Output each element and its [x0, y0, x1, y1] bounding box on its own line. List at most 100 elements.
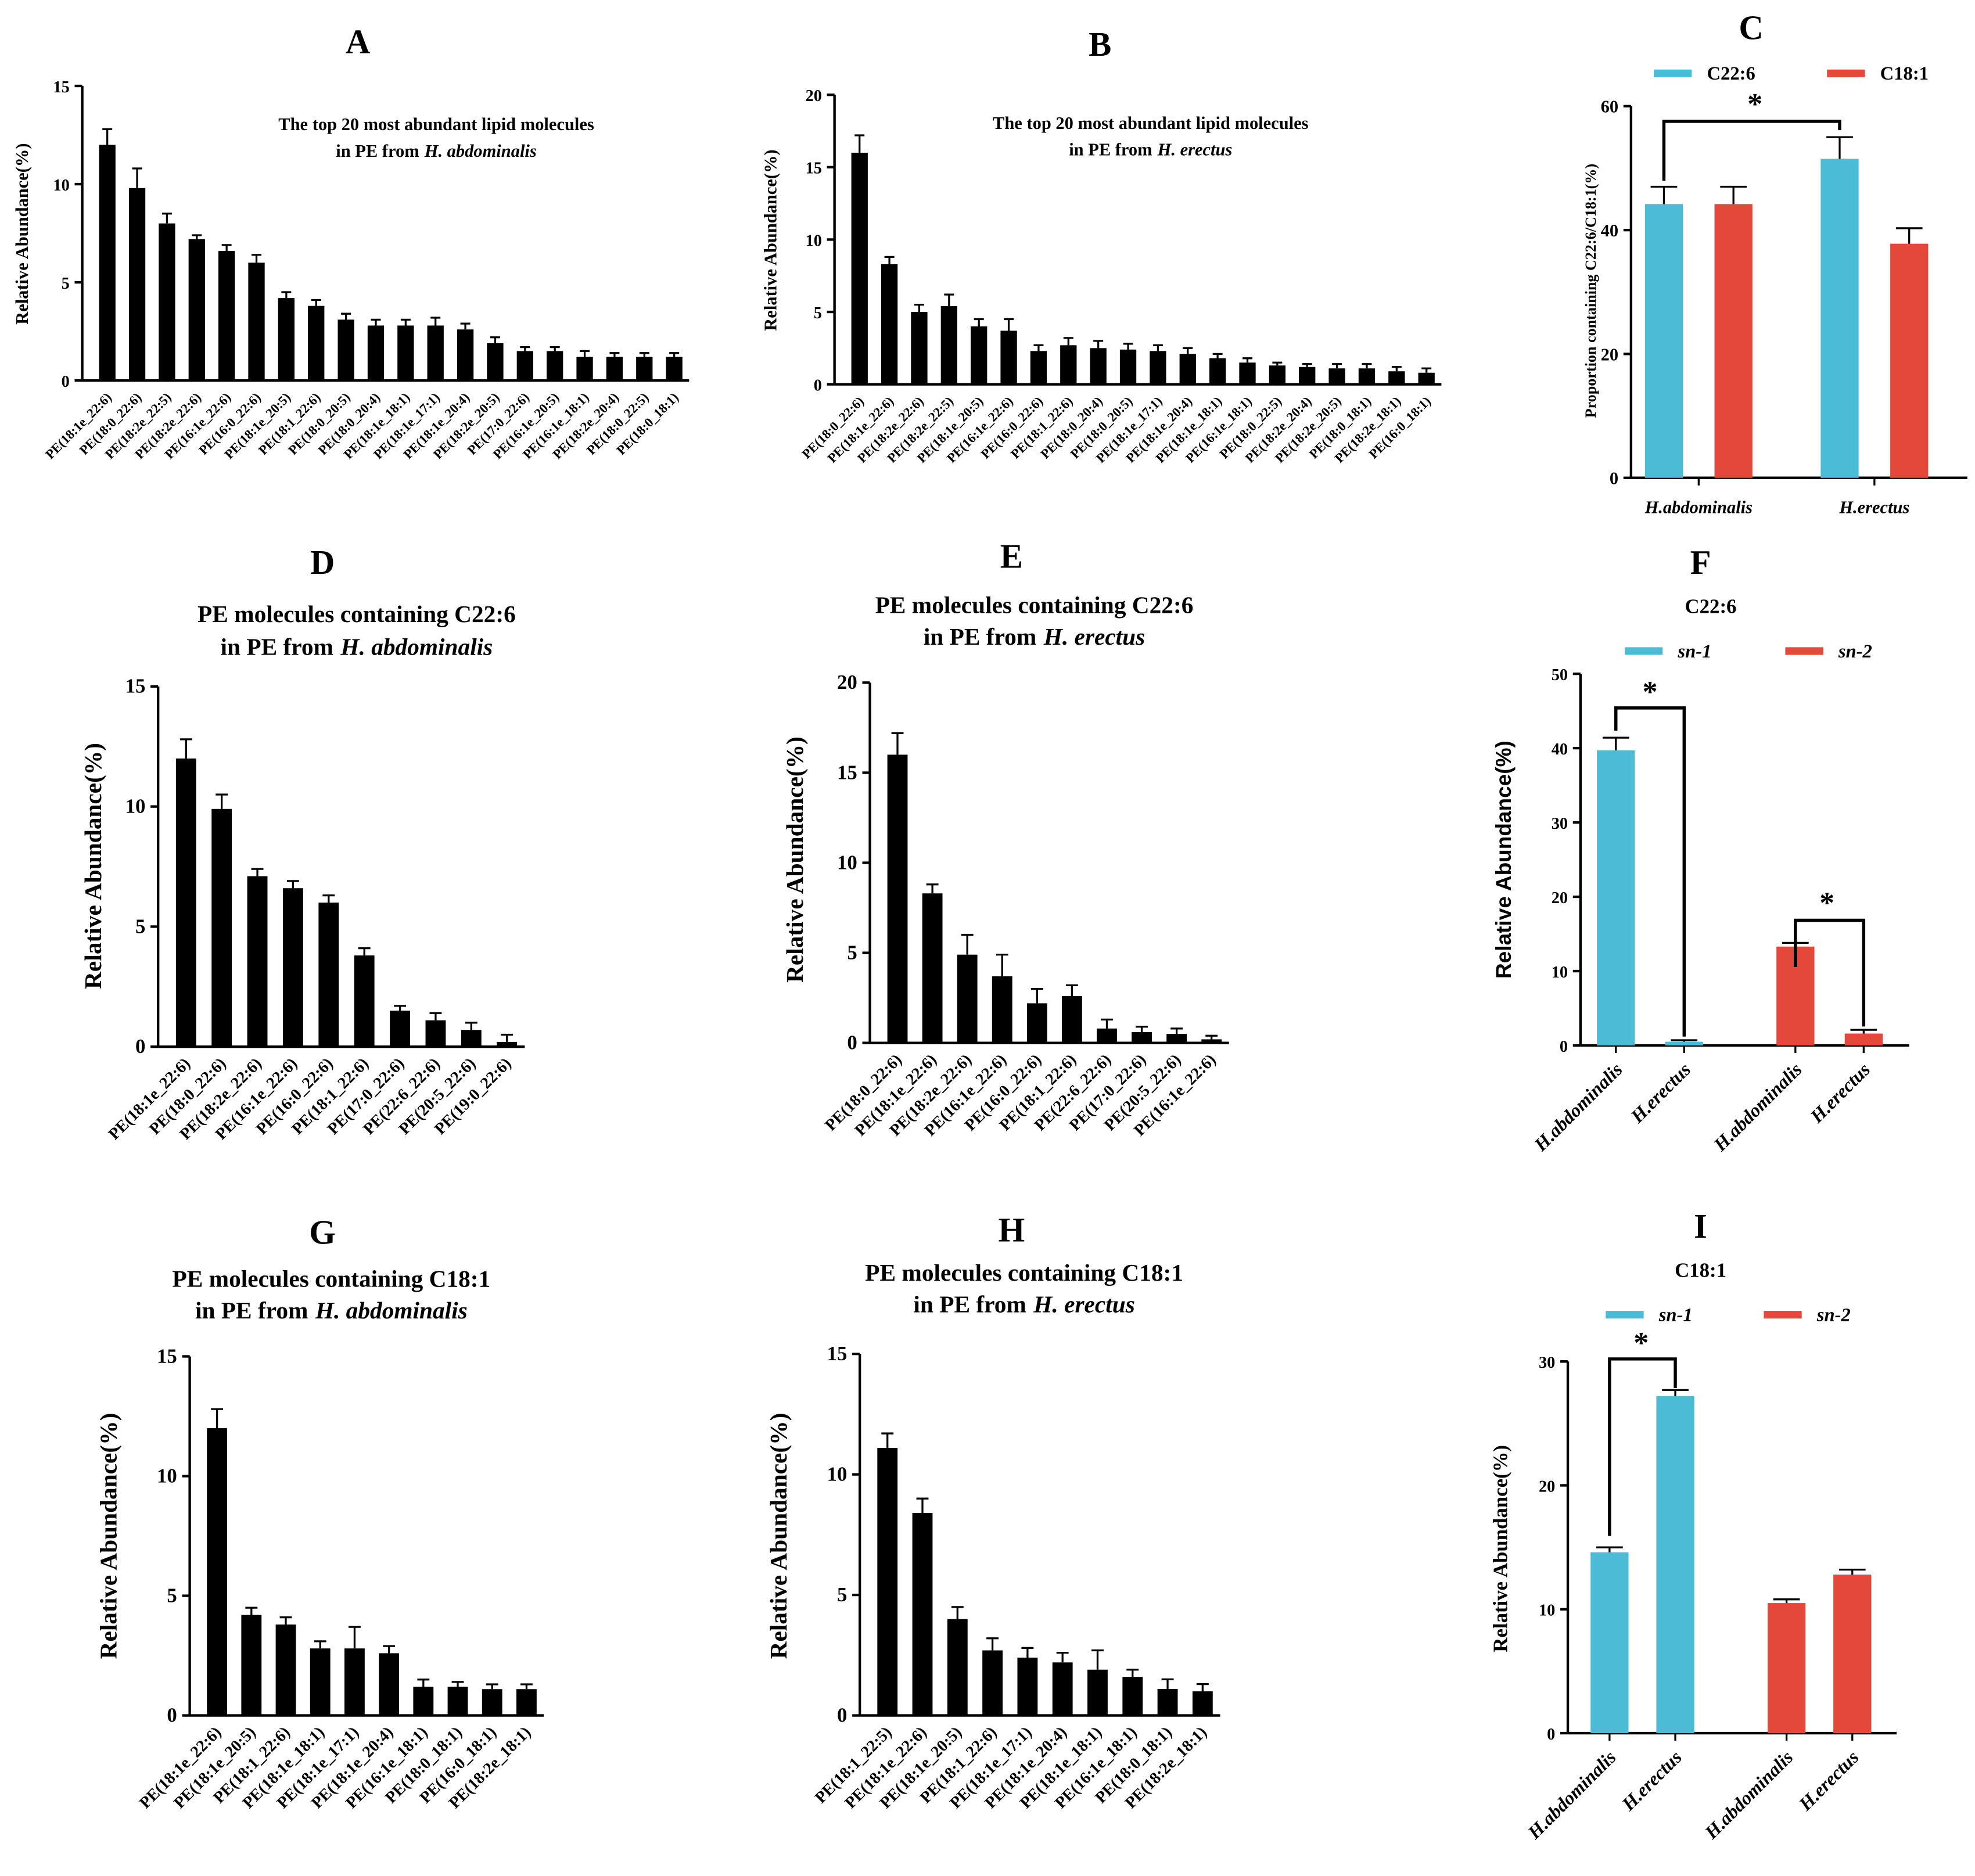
error-bar	[1161, 1678, 1174, 1689]
bar	[1714, 204, 1753, 478]
y-axis-label: Relative Abundance(%)	[765, 1413, 792, 1659]
bar	[957, 954, 978, 1043]
y-tick-label: 15	[806, 160, 822, 178]
bar	[211, 808, 232, 1047]
error-bar	[1004, 318, 1014, 331]
bar	[413, 1687, 434, 1716]
error-bar	[211, 1408, 224, 1429]
y-axis-label: Relative Abundance(%)	[781, 736, 809, 983]
y-tick-label: 50	[1552, 666, 1568, 684]
error-bar	[1212, 353, 1223, 358]
bar	[547, 351, 563, 381]
bar	[308, 306, 325, 381]
species-name: H. abdominalis	[424, 141, 537, 161]
y-tick-label: 60	[1601, 97, 1618, 117]
error-bar	[1421, 367, 1432, 373]
y-tick-label: 15	[837, 761, 857, 784]
error-bar	[451, 1681, 464, 1687]
error-bar	[132, 167, 142, 188]
y-tick-label: 30	[1539, 1354, 1555, 1372]
error-bar	[520, 1683, 533, 1690]
bar	[497, 1041, 518, 1047]
bar	[1418, 372, 1435, 384]
panel-letter: F	[1690, 544, 1711, 581]
error-bar	[961, 933, 974, 955]
panel-letter: G	[309, 1214, 336, 1252]
error-bar	[854, 134, 865, 153]
error-bar	[341, 312, 351, 320]
error-bar	[322, 894, 335, 903]
legend-label: sn-2	[1816, 1304, 1851, 1325]
y-tick-label: 40	[1552, 741, 1568, 759]
bar	[487, 343, 504, 381]
error-bar	[430, 317, 441, 326]
x-tick-label: H.abdominalis	[1530, 1059, 1627, 1156]
bar	[947, 1619, 968, 1716]
y-tick-label: 30	[1552, 815, 1568, 833]
y-tick-label: 10	[827, 1462, 848, 1485]
error-bar	[1272, 361, 1283, 366]
error-bar	[1205, 1034, 1218, 1040]
error-bar	[926, 883, 939, 894]
species-name: H. abdominalis	[340, 633, 493, 660]
bar	[1269, 365, 1286, 384]
y-tick-label: 5	[167, 1584, 177, 1607]
error-bar	[1065, 984, 1078, 997]
error-bar	[669, 352, 680, 357]
y-tick-label: 0	[837, 1704, 847, 1726]
significance-label: *	[1642, 675, 1657, 709]
error-bar	[460, 322, 471, 330]
bar	[636, 357, 653, 381]
y-tick-label: 15	[827, 1342, 848, 1365]
subtitle-text: in PE from	[924, 623, 1036, 650]
x-tick-label: H.erectus	[1795, 1747, 1863, 1816]
error-bar	[1152, 344, 1163, 351]
species-name: H. abdominalis	[315, 1297, 468, 1324]
bar	[99, 145, 116, 381]
chart-title: PE molecules containing C18:1	[172, 1266, 490, 1292]
error-bar	[1720, 185, 1747, 204]
bar	[427, 325, 444, 381]
error-bar	[429, 1012, 442, 1020]
bar	[940, 306, 957, 384]
y-axis-label: Relative Abundance(%)	[761, 149, 781, 330]
error-bar	[251, 868, 264, 876]
y-tick-label: 20	[806, 87, 822, 105]
bar	[576, 357, 593, 381]
bar	[1087, 1669, 1108, 1716]
error-bar	[639, 352, 649, 357]
species-name: H. erectus	[1043, 623, 1146, 650]
bar	[1665, 1041, 1703, 1046]
bar	[516, 351, 533, 381]
y-axis-label: Relative Abundance(%)	[1492, 741, 1516, 979]
error-bar	[400, 318, 411, 326]
bar	[390, 1011, 410, 1047]
panel-letter: H	[999, 1211, 1025, 1249]
error-bar	[486, 1683, 498, 1690]
subtitle-text: in PE from	[1069, 140, 1152, 160]
error-bar	[1033, 344, 1044, 351]
x-tick-label: H.abdominalis	[1710, 1059, 1807, 1156]
significance-label: *	[1747, 87, 1762, 121]
significance-bracket	[1662, 120, 1841, 181]
error-bar	[884, 256, 895, 264]
legend-swatch	[1624, 647, 1663, 655]
bar	[482, 1689, 502, 1716]
error-bar	[1101, 1018, 1113, 1029]
y-tick-label: 5	[135, 915, 145, 937]
y-tick-label: 10	[806, 232, 822, 250]
legend-label: C18:1	[1880, 63, 1929, 84]
panel-letter: D	[310, 544, 335, 581]
y-tick-label: 0	[62, 373, 70, 391]
y-tick-label: 5	[837, 1583, 847, 1606]
y-tick-label: 5	[814, 304, 822, 322]
error-bar	[1826, 136, 1853, 159]
significance-bracket	[1608, 1357, 1677, 1536]
bar	[1097, 1028, 1117, 1043]
y-tick-label: 0	[847, 1032, 857, 1054]
bar	[128, 188, 146, 381]
y-axis-label: Relative Abundance(%)	[80, 743, 107, 989]
bar	[887, 754, 908, 1043]
bar	[278, 298, 295, 381]
bar	[175, 758, 196, 1047]
